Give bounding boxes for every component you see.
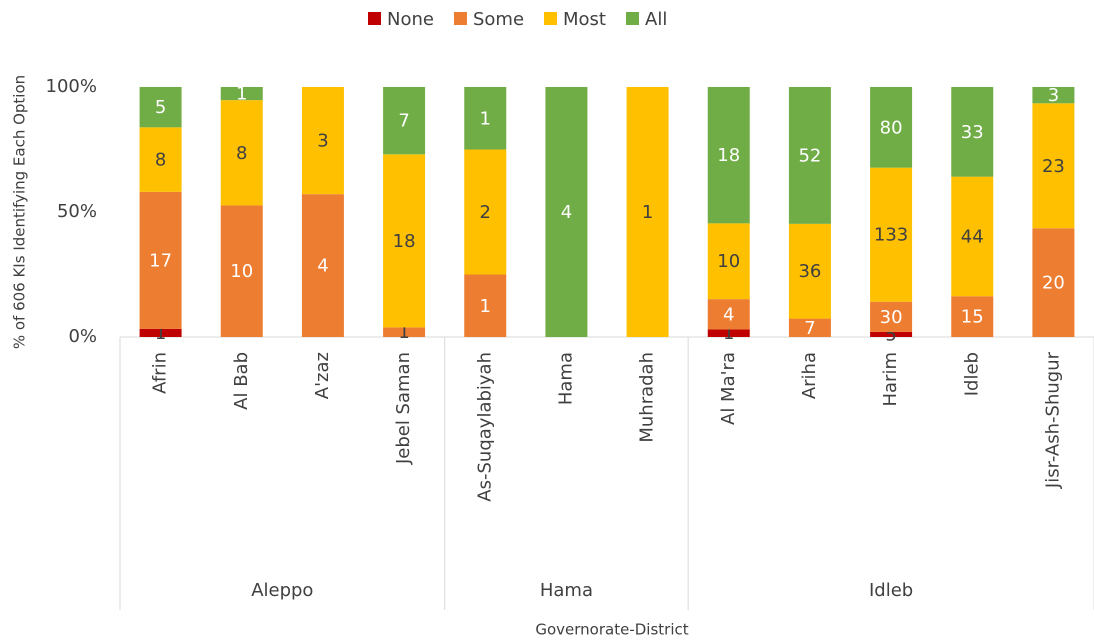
value-label: 1 [236, 84, 247, 105]
bar-segment [464, 149, 507, 275]
value-label: 20 [1042, 273, 1065, 294]
x-tick-label: Hama [555, 352, 576, 405]
value-label: 36 [798, 261, 821, 282]
value-label: 1 [480, 108, 491, 129]
value-label: 1 [642, 202, 653, 223]
bar-segment [788, 223, 831, 319]
bar-segment [870, 301, 913, 332]
x-tick-label: Afrin [150, 352, 171, 394]
x-tick-label: Ariha [799, 352, 820, 399]
bar-segment [788, 87, 831, 224]
group-label: Hama [540, 580, 593, 601]
legend-swatch [368, 12, 381, 25]
x-tick-label: Muhradah [637, 352, 658, 443]
bar-segment [464, 274, 507, 337]
bar-segment [545, 87, 588, 337]
value-label: 10 [717, 251, 740, 272]
group-label: Idleb [869, 580, 913, 601]
x-tick-label: Al Ma'ra [718, 352, 739, 425]
legend-label: Most [563, 9, 606, 30]
bar-segment [464, 87, 507, 150]
bar-segment [626, 87, 669, 337]
value-label: 1 [480, 296, 491, 317]
value-label: 1 [723, 323, 734, 344]
value-label: 10 [230, 261, 253, 282]
bar-segment [301, 194, 344, 337]
x-tick-label: Idleb [961, 352, 982, 396]
bar-segment [870, 167, 913, 302]
value-label: 8 [155, 150, 166, 171]
legend-label: None [387, 9, 434, 30]
y-tick-label: 50% [57, 201, 97, 222]
bar-segment [139, 87, 182, 128]
group-label: Aleppo [251, 580, 313, 601]
value-label: 1 [155, 323, 166, 344]
value-label: 80 [880, 117, 903, 138]
bar-segment [870, 331, 913, 337]
value-label: 18 [717, 145, 740, 166]
value-label: 4 [317, 256, 328, 277]
bar-segment [707, 87, 750, 224]
bar-segment [220, 100, 263, 206]
bar-segment [1032, 87, 1075, 104]
value-label: 3 [1048, 85, 1059, 106]
value-label: 17 [149, 250, 172, 271]
value-label: 23 [1042, 156, 1065, 177]
bar-segment [383, 154, 426, 328]
y-axis-title: % of 606 KIs Identifying Each Option [11, 75, 29, 349]
value-label: 7 [804, 318, 815, 339]
value-label: 133 [874, 225, 908, 246]
x-tick-label: Harim [880, 352, 901, 407]
value-label: 5 [885, 324, 896, 345]
bar-segment [139, 127, 182, 192]
value-label: 52 [798, 145, 821, 166]
bar-segment [383, 327, 426, 337]
x-tick-label: Al Bab [231, 352, 252, 410]
legend-label: All [645, 9, 667, 30]
bar-segment [220, 205, 263, 337]
x-tick-label: As-Suqaylabiyah [474, 352, 495, 502]
legend-swatch [626, 12, 639, 25]
value-label: 8 [236, 143, 247, 164]
bar-segment [139, 191, 182, 329]
x-tick-label: Jisr-Ash-Shugur [1042, 351, 1063, 489]
bar-segment [951, 87, 994, 177]
value-label: 18 [393, 231, 416, 252]
bar-segment [707, 223, 750, 300]
value-label: 44 [961, 226, 984, 247]
bar-segment [383, 87, 426, 155]
value-label: 7 [398, 111, 409, 132]
legend-label: Some [473, 9, 524, 30]
bar-segment [1032, 228, 1075, 337]
legend-swatch [544, 12, 558, 25]
bar-segment [788, 318, 831, 337]
value-label: 4 [561, 202, 572, 223]
value-label: 15 [961, 307, 984, 328]
bar-segment [951, 176, 994, 297]
x-tick-label: A'zaz [312, 352, 333, 399]
bar-segment [951, 296, 994, 337]
bar-segment [707, 299, 750, 330]
value-label: 1 [398, 322, 409, 343]
value-label: 30 [880, 307, 903, 328]
bar-segment [1032, 103, 1075, 229]
value-label: 2 [480, 202, 491, 223]
y-tick-label: 0% [68, 326, 97, 347]
x-axis-title: Governorate-District [535, 621, 688, 639]
bar-segment [870, 87, 913, 168]
y-tick-label: 100% [46, 76, 97, 97]
value-label: 33 [961, 122, 984, 143]
value-label: 3 [317, 131, 328, 152]
x-tick-label: Jebel Saman [393, 352, 414, 465]
bar-segment [707, 329, 750, 337]
value-label: 4 [723, 304, 734, 325]
bar-segment [220, 87, 263, 101]
bar-segment [301, 87, 344, 195]
bar-segment [139, 328, 182, 337]
legend-swatch [453, 12, 467, 25]
value-label: 5 [155, 97, 166, 118]
